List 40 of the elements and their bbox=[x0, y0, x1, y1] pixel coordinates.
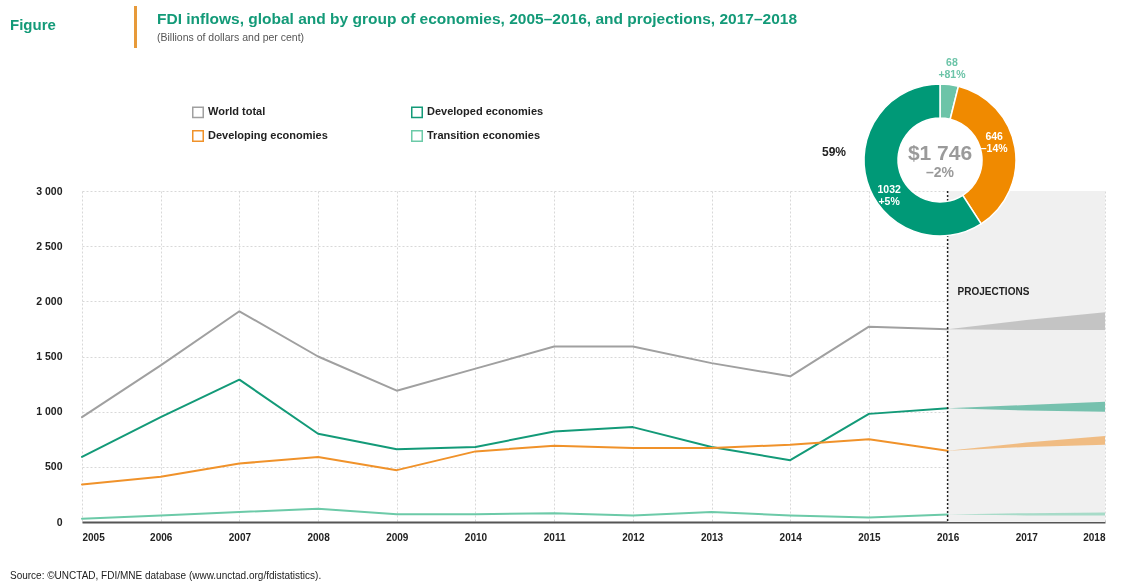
line-series bbox=[81, 507, 949, 520]
chart-title: FDI inflows, global and by group of economies, 2005–2016, and projections, 2017–2018 bbox=[157, 10, 798, 28]
x-tick-label: 2013 bbox=[700, 531, 724, 543]
x-tick-label: 2005 bbox=[82, 531, 106, 543]
x-tick-label: 2008 bbox=[307, 531, 331, 543]
x-tick-label: 2011 bbox=[543, 531, 566, 543]
line-series bbox=[81, 310, 949, 419]
chart-subtitle: (Billions of dollars and per cent) bbox=[157, 31, 306, 43]
x-tick-label: 2010 bbox=[464, 531, 488, 543]
y-tick-label: 2 500 bbox=[36, 239, 63, 252]
y-tick-label: 3 000 bbox=[36, 184, 63, 197]
source-note: Source: ©UNCTAD, FDI/MNE database (www.unctad.org/fdistatistics). bbox=[10, 570, 322, 581]
line-series bbox=[81, 378, 949, 462]
x-tick-label: 2007 bbox=[228, 531, 252, 543]
ref-line-label: PROJECTIONS bbox=[957, 286, 1030, 297]
text: 59% bbox=[821, 145, 847, 159]
x-tick-label: 2018 bbox=[1083, 531, 1106, 543]
y-tick-label: 1 500 bbox=[36, 350, 63, 362]
text: Figure bbox=[10, 16, 56, 33]
x-tick-label: 2015 bbox=[858, 531, 881, 543]
x-tick-label: 2009 bbox=[386, 531, 409, 543]
legend-label: Developing economies bbox=[208, 129, 328, 141]
line-series bbox=[81, 438, 949, 486]
y-tick-label: 2 000 bbox=[36, 294, 63, 307]
x-tick-label: 2014 bbox=[779, 531, 803, 543]
x-tick-label: 2006 bbox=[150, 531, 173, 543]
text: $1 746 bbox=[907, 141, 973, 164]
x-tick-label: 2017 bbox=[1015, 531, 1039, 543]
data-label: 68 +81% bbox=[938, 55, 967, 81]
data-label: 1032 +5% bbox=[877, 182, 901, 208]
legend-label: Developed economies bbox=[427, 105, 544, 118]
y-tick-label: 1 000 bbox=[36, 405, 63, 418]
legend-label: World total bbox=[208, 105, 266, 118]
x-tick-label: 2016 bbox=[936, 531, 960, 543]
legend-label: Transition economies bbox=[427, 129, 541, 141]
text: –2% bbox=[925, 164, 955, 180]
x-tick-label: 2012 bbox=[622, 531, 645, 543]
y-tick-label: 500 bbox=[44, 460, 63, 473]
y-tick-label: 0 bbox=[56, 515, 63, 528]
data-label: 646 –14% bbox=[980, 129, 1009, 155]
